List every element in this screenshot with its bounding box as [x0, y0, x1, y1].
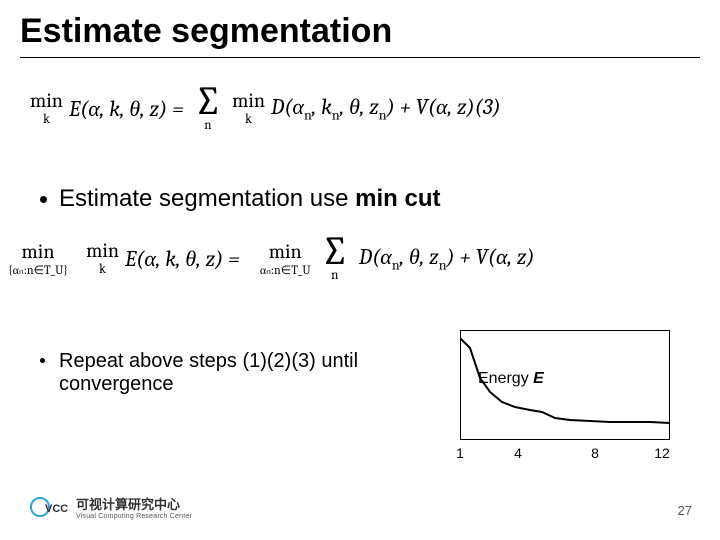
energy-chart: Energy E 1 4 8 12: [430, 325, 685, 480]
logo-text-en: Visual Computing Research Center: [76, 513, 192, 520]
title-block: Estimate segmentation: [20, 12, 700, 58]
xtick-8: 8: [585, 445, 605, 461]
xtick-4: 4: [508, 445, 528, 461]
xtick-1: 1: [450, 445, 470, 461]
eq1-lhs: E(α, k, θ, z) =: [69, 96, 184, 122]
logo-text: 可视计算研究中心 Visual Computing Research Cente…: [76, 494, 192, 520]
equation-2: min {αₙ:n∈T_U} min k E(α, k, θ, z) = min…: [8, 235, 712, 282]
bullet-repeat: Repeat above steps (1)(2)(3) until conve…: [40, 350, 400, 396]
page-number: 27: [678, 503, 692, 518]
eq2-lhs: E(α, k, θ, z) =: [125, 246, 240, 272]
sigma-icon: ∑: [194, 85, 222, 117]
footer-logo: VCC 可视计算研究中心 Visual Computing Research C…: [30, 494, 192, 520]
logo-text-cn: 可视计算研究中心: [76, 494, 192, 513]
slide: Estimate segmentation min k E(α, k, θ, z…: [0, 0, 720, 540]
rhs-min-operator: min αₙ:n∈T_U: [260, 242, 311, 276]
chart-ylabel: Energy E: [478, 370, 544, 388]
vcc-logo-icon: VCC: [30, 496, 68, 518]
inner-min-operator: min k: [232, 91, 265, 126]
page-title: Estimate segmentation: [20, 12, 700, 51]
eq1-rhs: D(αn, kn, θ, zn) + V(α, z)(3): [271, 94, 501, 123]
bullet1-text: Estimate segmentation use min cut: [59, 185, 441, 213]
title-underline: [20, 57, 700, 58]
bullet2-text: Repeat above steps (1)(2)(3) until conve…: [59, 350, 400, 396]
bullet-dot-icon: [40, 196, 47, 203]
equation-1: min k E(α, k, θ, z) = ∑ n min k D(αn, kn…: [30, 85, 700, 132]
min-operator: min k: [30, 91, 63, 126]
eq2-rhs: D(αn, θ, zn) + V(α, z): [359, 244, 535, 273]
bullet-mincut: Estimate segmentation use min cut: [40, 185, 441, 213]
sum-operator-2: ∑ n: [321, 235, 349, 282]
sigma-icon: ∑: [321, 235, 349, 267]
svg-text:VCC: VCC: [45, 503, 68, 515]
mid-min-operator: min k: [86, 241, 119, 276]
outer-min-operator: min {αₙ:n∈T_U}: [8, 242, 68, 276]
bullet-dot-icon: [40, 358, 45, 363]
xtick-12: 12: [652, 445, 672, 461]
sum-operator: ∑ n: [194, 85, 222, 132]
